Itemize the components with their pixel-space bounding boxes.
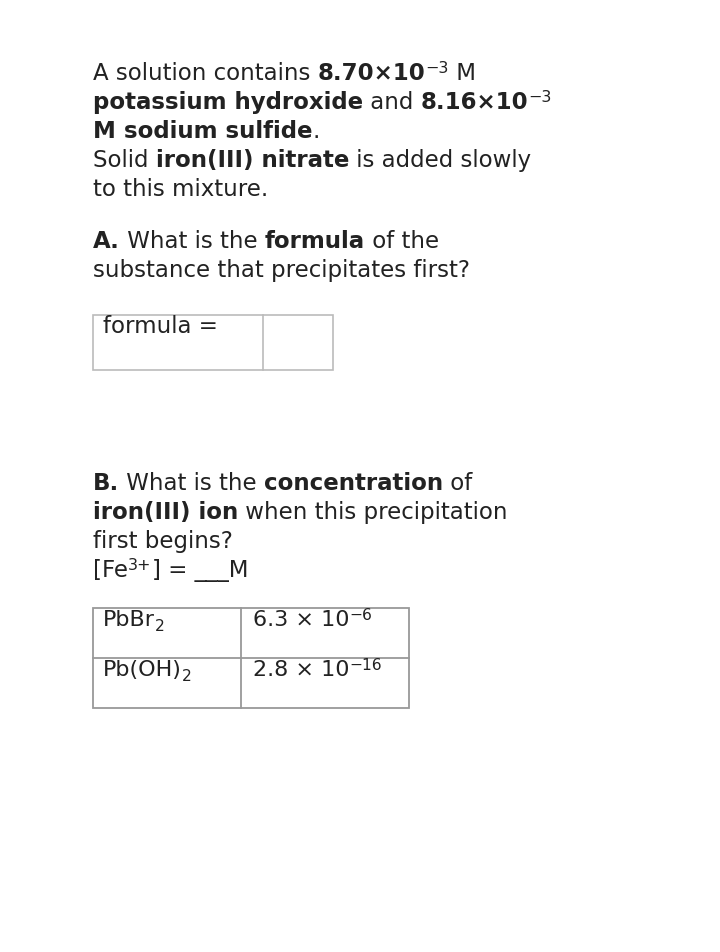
Text: when this precipitation: when this precipitation	[238, 501, 508, 524]
Bar	[93, 315, 333, 370]
Text: of: of	[444, 472, 472, 495]
Text: sodium sulfide: sodium sulfide	[124, 120, 312, 143]
Text: −16: −16	[349, 658, 382, 673]
Text: −3: −3	[528, 90, 552, 106]
Bar	[93, 608, 409, 708]
Text: M: M	[449, 62, 476, 85]
Text: 6.3 × 10: 6.3 × 10	[253, 610, 349, 630]
Text: 2: 2	[182, 669, 192, 684]
Text: formula: formula	[265, 230, 365, 253]
Text: What is the: What is the	[120, 230, 265, 253]
Text: A solution contains: A solution contains	[93, 62, 318, 85]
Text: is added slowly: is added slowly	[349, 149, 531, 172]
Text: 2.8 × 10: 2.8 × 10	[253, 660, 349, 680]
Text: −3: −3	[426, 61, 449, 76]
Text: of the: of the	[365, 230, 439, 253]
Text: What is the: What is the	[120, 472, 264, 495]
Text: PbBr: PbBr	[103, 610, 155, 630]
Text: M: M	[93, 120, 124, 143]
Text: Pb(OH): Pb(OH)	[103, 660, 182, 680]
Text: B.: B.	[93, 472, 120, 495]
Text: [Fe: [Fe	[93, 559, 128, 582]
Text: A.: A.	[93, 230, 120, 253]
Text: concentration: concentration	[264, 472, 444, 495]
Text: −6: −6	[349, 607, 372, 623]
Text: .: .	[312, 120, 320, 143]
Text: substance that precipitates first?: substance that precipitates first?	[93, 259, 470, 282]
Text: 3+: 3+	[128, 559, 151, 573]
Text: formula =: formula =	[103, 315, 225, 338]
Text: 8.70×10: 8.70×10	[318, 62, 426, 85]
Text: iron(III) ion: iron(III) ion	[93, 501, 238, 524]
Text: Solid: Solid	[93, 149, 156, 172]
Text: ] = ___M: ] = ___M	[151, 559, 248, 582]
Text: to this mixture.: to this mixture.	[93, 178, 269, 201]
Text: potassium hydroxide: potassium hydroxide	[93, 91, 363, 114]
Text: 8.16×10: 8.16×10	[420, 91, 528, 114]
Text: 2: 2	[155, 619, 165, 634]
Text: first begins?: first begins?	[93, 530, 233, 553]
Text: and: and	[363, 91, 420, 114]
Text: iron(III) nitrate: iron(III) nitrate	[156, 149, 349, 172]
